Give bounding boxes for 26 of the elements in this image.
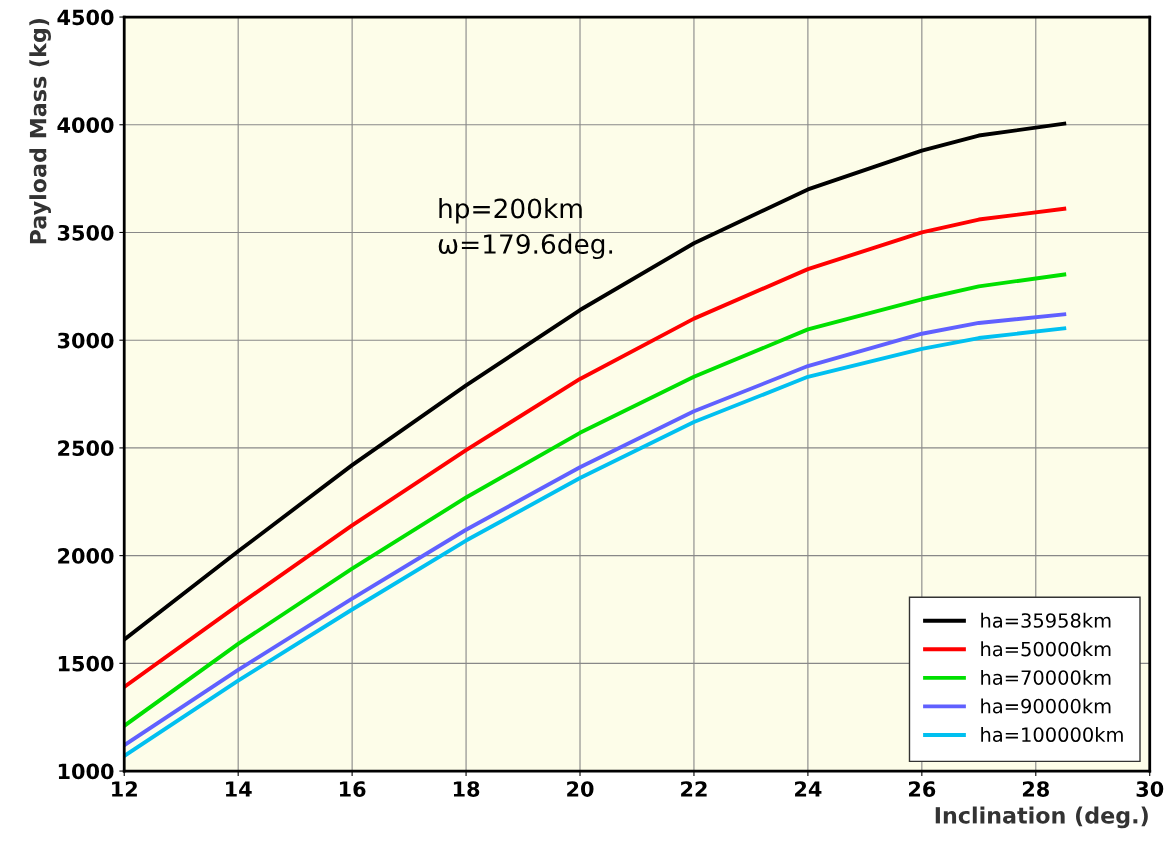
- y-tick-label: 1500: [58, 655, 114, 672]
- x-tick-label: 26: [908, 781, 936, 797]
- x-tick-label: 24: [795, 781, 822, 797]
- x-tick-label: 28: [1022, 781, 1049, 797]
- annotation: hp=200km ω=179.6deg.: [438, 198, 613, 260]
- x-tick-label: 12: [112, 781, 137, 797]
- y-tick-label: 4500: [57, 9, 114, 26]
- y-tick-label: 3500: [57, 224, 114, 241]
- x-tick-label: 14: [226, 781, 252, 797]
- y-tick-label: 4000: [57, 117, 114, 133]
- y-tick-label: 2000: [58, 548, 114, 564]
- legend-label: ha=90000km: [981, 698, 1111, 714]
- y-tick-label: 2500: [58, 440, 114, 457]
- x-axis-title: Inclination (deg.): [935, 806, 1148, 829]
- x-tick-label: 20: [567, 781, 594, 797]
- legend-label: ha=70000km: [981, 669, 1111, 685]
- x-tick-label: 18: [453, 781, 480, 797]
- y-tick-label: 3000: [57, 332, 114, 349]
- y-tick-label: 1000: [58, 763, 114, 780]
- legend-label: ha=35958km: [981, 612, 1111, 628]
- x-tick-label: 16: [339, 781, 366, 797]
- legend-label: ha=100000km: [981, 726, 1123, 743]
- legend-label: ha=50000km: [981, 641, 1111, 657]
- y-axis-title: Payload Mass (kg): [29, 18, 51, 244]
- x-tick-label: 30: [1136, 781, 1164, 797]
- x-tick-label: 22: [681, 781, 707, 797]
